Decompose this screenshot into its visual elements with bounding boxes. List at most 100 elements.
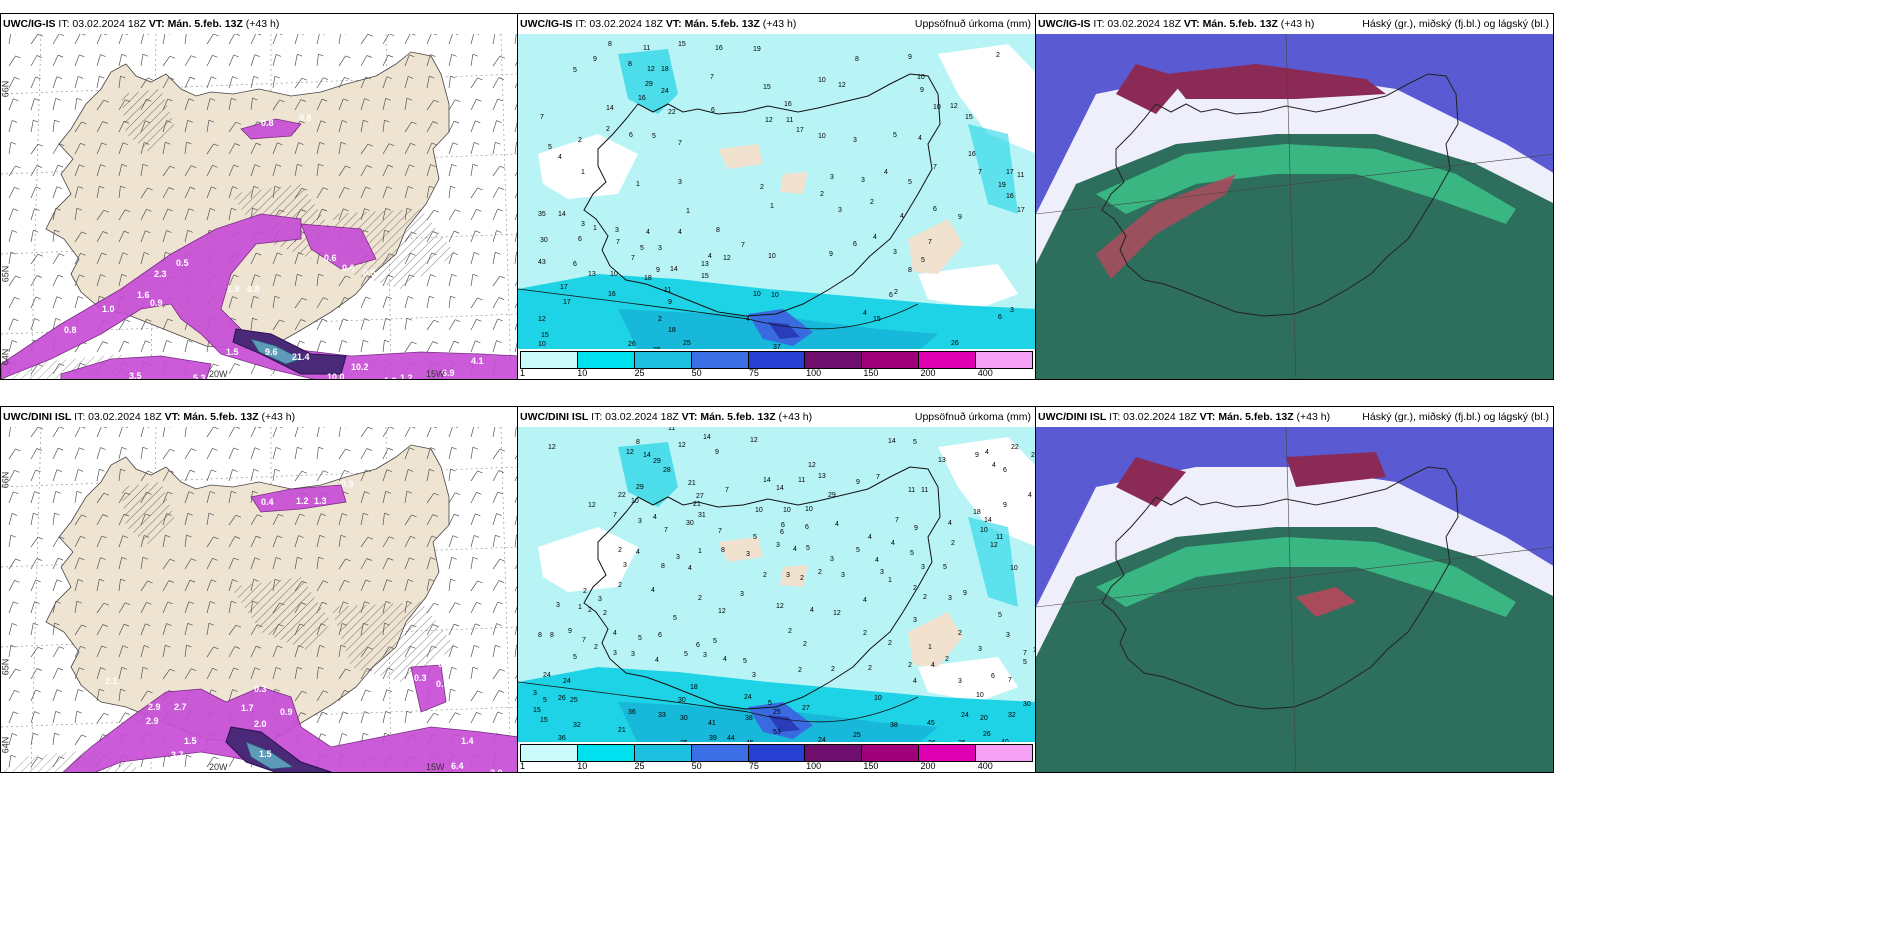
precip-value-label: 10 bbox=[933, 104, 941, 111]
precip-value-label: 3 bbox=[978, 646, 982, 653]
precip-value-label: 12 bbox=[588, 502, 596, 509]
precip-value-label: 2.9 bbox=[146, 716, 159, 726]
precip-value-label: 10 bbox=[1010, 565, 1018, 572]
colorbar-tick-label: 200 bbox=[920, 368, 936, 378]
precip-value-label: 24 bbox=[563, 678, 571, 685]
lead-time: (+43 h) bbox=[245, 18, 280, 30]
precip-value-label: 3 bbox=[581, 221, 585, 228]
precip-value-label: 27 bbox=[696, 493, 704, 500]
lead-time: (+43 h) bbox=[261, 411, 296, 423]
precip-value-label: 12 bbox=[833, 610, 841, 617]
precip-value-label: 7 bbox=[664, 527, 668, 534]
precip-value-label: 2 bbox=[803, 641, 807, 648]
precip-value-label: 4 bbox=[651, 587, 655, 594]
precip-value-label: 6 bbox=[658, 632, 662, 639]
precip-value-label: 1.0 bbox=[102, 304, 115, 314]
precip-value-label: 12 bbox=[776, 603, 784, 610]
precip-value-label: 2 bbox=[831, 666, 835, 673]
precip-value-label: 12 bbox=[548, 444, 556, 451]
precip-value-label: 3 bbox=[676, 554, 680, 561]
precip-value-label: 3 bbox=[841, 572, 845, 579]
precip-value-label: 26 bbox=[983, 731, 991, 738]
precip-value-label: 10 bbox=[771, 292, 779, 299]
precip-value-label: 2 bbox=[603, 610, 607, 617]
precip-value-label: 10 bbox=[538, 341, 546, 348]
precip-value-label: 7 bbox=[718, 528, 722, 535]
init-time: IT: 03.02.2024 18Z bbox=[1109, 411, 1197, 423]
precip-value-label: 16 bbox=[784, 101, 792, 108]
precip-value-label: 30 bbox=[540, 237, 548, 244]
precip-value-label: 12 bbox=[950, 103, 958, 110]
precip-value-label: 35 bbox=[538, 211, 546, 218]
precip-value-label: 43 bbox=[538, 259, 546, 266]
precip-value-label: 6 bbox=[629, 132, 633, 139]
precip-value-label: 3 bbox=[556, 602, 560, 609]
precip-value-label: 5 bbox=[943, 564, 947, 571]
precip-value-label: 10 bbox=[874, 695, 882, 702]
precip-value-label: 6.4 bbox=[451, 761, 464, 771]
valid-time: VT: Mán. 5.feb. 13Z bbox=[1199, 411, 1294, 423]
colorbar-swatch bbox=[976, 745, 1033, 761]
cloud-map-igis: UWC/IG-IS IT: 03.02.2024 18Z VT: Mán. 5.… bbox=[1035, 13, 1554, 380]
precip-value-label: 2 bbox=[800, 575, 804, 582]
init-time: IT: 03.02.2024 18Z bbox=[591, 411, 679, 423]
precip-value-label: 22 bbox=[1011, 444, 1019, 451]
precip-value-label: 21 bbox=[618, 727, 626, 734]
colorbar-tick-label: 25 bbox=[634, 761, 645, 771]
model-name: UWC/DINI ISL bbox=[520, 411, 589, 423]
precip-map-igis: UWC/IG-IS IT: 03.02.2024 18Z VT: Mán. 5.… bbox=[517, 13, 1036, 380]
precip-value-label: 2.9 bbox=[148, 702, 161, 712]
precip-value-label: 3 bbox=[948, 595, 952, 602]
precip-value-label: 3 bbox=[658, 245, 662, 252]
precip-value-label: 9 bbox=[668, 299, 672, 306]
colorbar-tick-label: 150 bbox=[863, 761, 879, 771]
precip-value-label: 15 bbox=[541, 332, 549, 339]
precip-value-label: 53 bbox=[773, 729, 781, 736]
panel-title: UWC/IG-IS IT: 03.02.2024 18Z VT: Mán. 5.… bbox=[1, 14, 517, 34]
precip-value-label: 0.6 bbox=[324, 253, 337, 263]
precip-value-label: 3 bbox=[613, 650, 617, 657]
precip-value-label: 10 bbox=[805, 506, 813, 513]
precip-value-label: 5 bbox=[908, 179, 912, 186]
precip-value-label: 10 bbox=[610, 271, 618, 278]
precip-value-label: 3 bbox=[678, 179, 682, 186]
colorbar-tick-label: 150 bbox=[863, 368, 879, 378]
lon-label: 20W bbox=[209, 369, 228, 379]
precip-value-label: 11 bbox=[798, 477, 805, 484]
precip-value-label: 15 bbox=[533, 707, 541, 714]
precip-value-label: 5 bbox=[713, 638, 717, 645]
precip-value-label: 6 bbox=[573, 261, 577, 268]
precip-value-label: 4 bbox=[708, 253, 712, 260]
panel-title: UWC/IG-IS IT: 03.02.2024 18Z VT: Mán. 5.… bbox=[1036, 14, 1553, 34]
precip-value-label: 3 bbox=[631, 651, 635, 658]
precip-value-label: 15 bbox=[873, 316, 881, 323]
precip-value-label: 6 bbox=[696, 642, 700, 649]
precip-value-label: 2 bbox=[908, 662, 912, 669]
precip-value-label: 16 bbox=[1006, 193, 1014, 200]
precip-value-label: 4 bbox=[723, 656, 727, 663]
precip-value-label: 4 bbox=[948, 520, 952, 527]
precip-value-label: 44 bbox=[727, 735, 735, 742]
lead-time: (+43 h) bbox=[1296, 411, 1331, 423]
precip-value-label: 5 bbox=[743, 658, 747, 665]
colorbar-swatch bbox=[521, 352, 578, 368]
init-time: IT: 03.02.2024 18Z bbox=[575, 18, 663, 30]
precip-value-label: 30 bbox=[680, 715, 688, 722]
precip-value-label: 2 bbox=[606, 126, 610, 133]
precip-value-label: 3 bbox=[880, 569, 884, 576]
precip-value-label: 24 bbox=[661, 88, 669, 95]
precip-value-label: 7 bbox=[928, 239, 932, 246]
precip-value-label: 29 bbox=[653, 458, 661, 465]
precip-value-label: 16 bbox=[608, 291, 616, 298]
precip-map-dini: UWC/DINI ISL IT: 03.02.2024 18Z VT: Mán.… bbox=[517, 406, 1036, 773]
precip-value-label: 30 bbox=[1023, 701, 1031, 708]
lon-label: 20W bbox=[209, 762, 228, 772]
precip-value-label: 7 bbox=[613, 512, 617, 519]
precip-value-label: 4 bbox=[863, 310, 867, 317]
precip-value-label: 9 bbox=[958, 214, 962, 221]
precip-value-label: 9 bbox=[920, 87, 924, 94]
precip-value-label: 2 bbox=[594, 644, 598, 651]
precip-value-label: 10 bbox=[980, 527, 988, 534]
